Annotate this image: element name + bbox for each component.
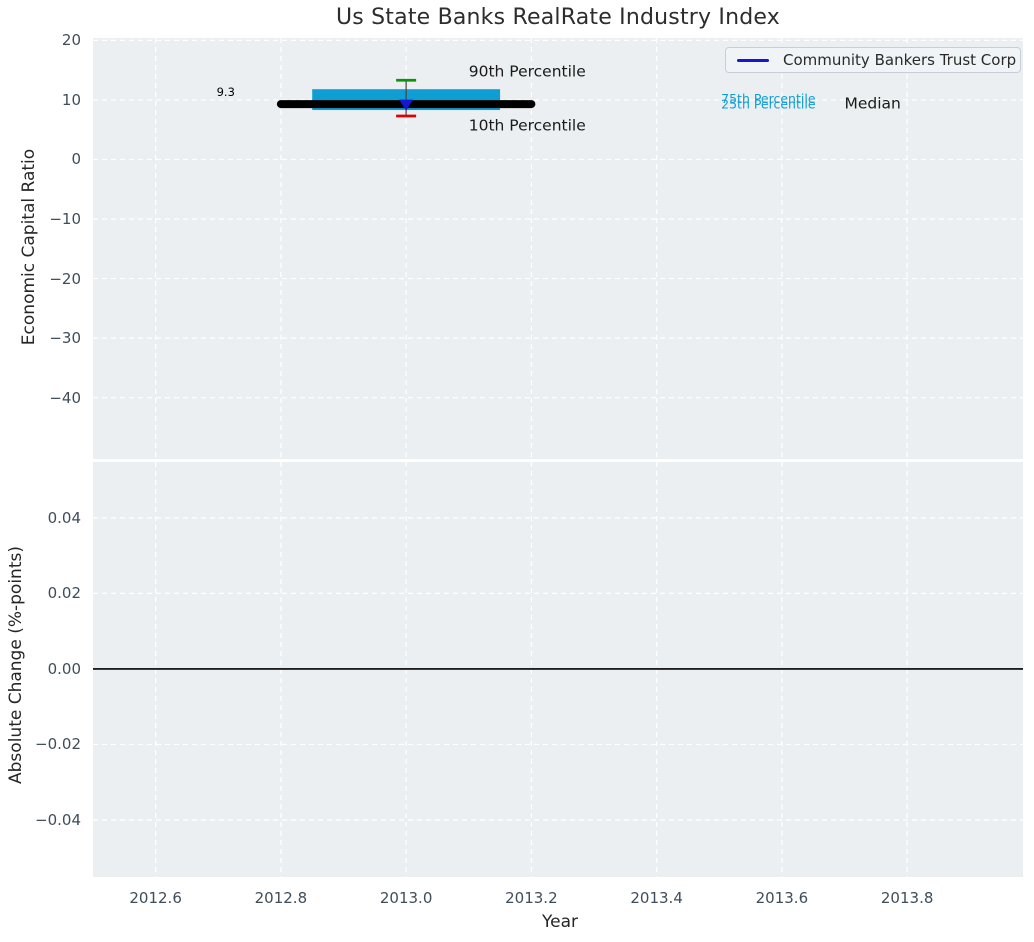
company-marker (399, 99, 414, 111)
bottom-plot-panel (93, 462, 1023, 877)
y-tick-label: 0.04 (47, 508, 81, 527)
x-tick-label: 2013.2 (505, 889, 558, 907)
y-tick-label: 0.02 (47, 584, 81, 603)
y-tick-label: −10 (49, 210, 81, 229)
x-tick-label: 2013.6 (755, 889, 809, 907)
legend-label: Community Bankers Trust Corp (783, 51, 1017, 69)
y-tick-label: 20 (61, 31, 81, 50)
x-tick-label: 2013.8 (880, 889, 934, 907)
x-axis-label: Year (542, 912, 578, 932)
y-tick-label: 0 (71, 150, 81, 169)
top-plot-panel: 9.3 90th Percentile 10th Percentile 75th Pe… (93, 38, 1023, 459)
y-tick-label: −40 (49, 388, 81, 407)
bottom-plot-canvas (93, 462, 1023, 877)
y-tick-label: −0.02 (35, 735, 81, 754)
annotation-p25-label: 25th Percentile (721, 97, 816, 112)
annotation-p90-label: 90th Percentile (469, 62, 586, 80)
y-tick-label: −0.04 (35, 810, 81, 829)
legend-box: Community Bankers Trust Corp (725, 47, 1021, 73)
top-plot-canvas: 9.3 90th Percentile 10th Percentile 75th Pe… (93, 38, 1023, 459)
y-tick-label: 10 (61, 90, 81, 109)
x-tick-label: 2013.4 (630, 889, 683, 907)
annotation-p75-label: 75th Percentile (721, 91, 816, 106)
annotation-p10-label: 10th Percentile (469, 117, 586, 135)
legend-line-sample (737, 58, 769, 62)
x-tick-label: 2012.6 (129, 889, 182, 907)
y-tick-label: −20 (49, 269, 81, 288)
x-tick-label: 2012.8 (254, 889, 308, 907)
y-tick-label: 0.00 (47, 659, 81, 678)
annotation-value-label: 9.3 (217, 85, 235, 99)
chart-title: Us State Banks RealRate Industry Index (335, 5, 780, 30)
y-tick-label: −30 (49, 329, 81, 348)
x-tick-label: 2013.0 (379, 889, 433, 907)
y-axis-label-top: Economic Capital Ratio (19, 148, 39, 346)
annotation-median-label: Median (845, 95, 901, 113)
